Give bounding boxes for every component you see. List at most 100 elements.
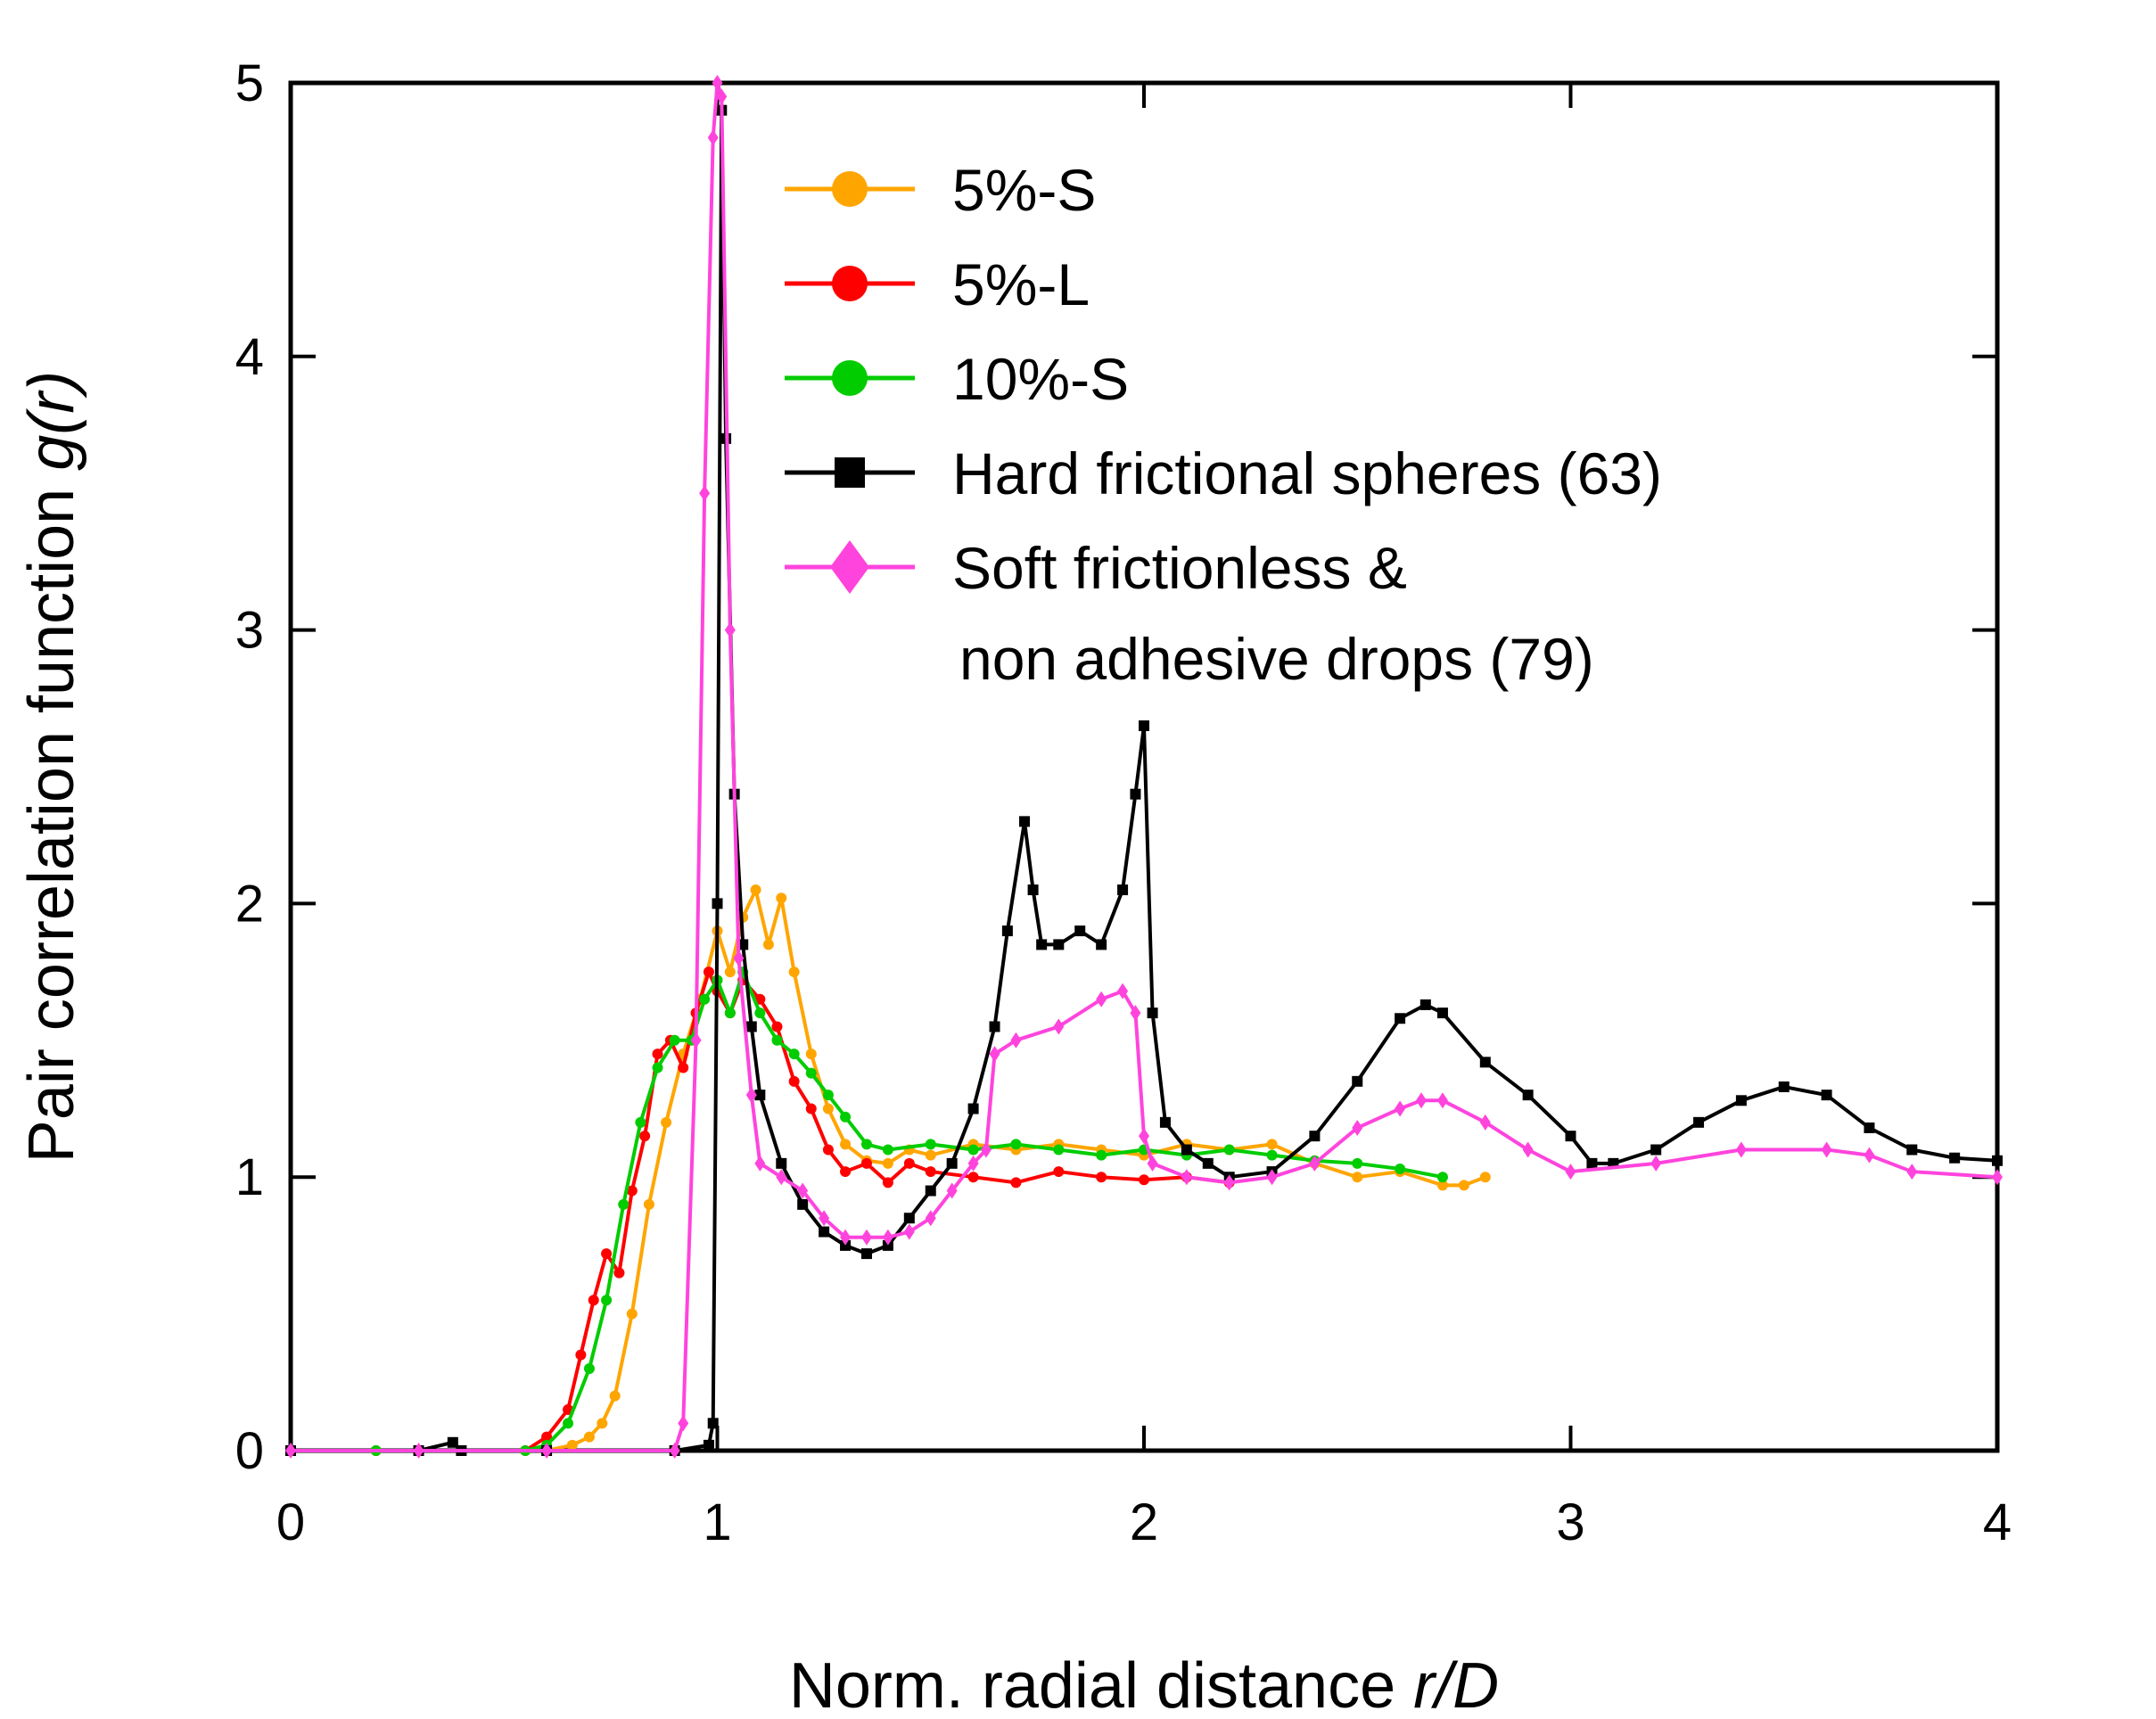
legend-item-5pct-s: 5%-S <box>785 157 1096 223</box>
data-point <box>1053 1018 1065 1035</box>
data-point <box>1096 1149 1107 1161</box>
data-point <box>1864 1147 1875 1164</box>
data-point <box>946 1157 958 1169</box>
data-point <box>1010 1032 1022 1049</box>
data-point <box>699 993 711 1005</box>
data-point <box>989 1021 1000 1032</box>
data-point <box>1001 925 1013 937</box>
data-point <box>1053 1166 1065 1178</box>
data-point <box>1139 1128 1149 1145</box>
data-point <box>882 1229 893 1246</box>
data-point <box>699 485 711 502</box>
series-line-hard-frictional-spheres-63 <box>291 108 1998 1452</box>
legend-label-5pct-s: 5%-S <box>952 157 1096 223</box>
data-point <box>882 1157 893 1169</box>
data-point <box>1522 1090 1534 1101</box>
data-point <box>1266 1149 1278 1161</box>
data-point <box>1147 1155 1158 1172</box>
data-point <box>1010 1177 1022 1188</box>
data-point <box>609 1390 621 1402</box>
data-point <box>819 1210 830 1227</box>
data-point <box>1010 1139 1022 1150</box>
data-point <box>1420 999 1431 1010</box>
data-point <box>1181 1144 1192 1156</box>
data-point <box>754 1008 766 1019</box>
data-point <box>563 1418 574 1429</box>
data-point <box>1395 1163 1406 1174</box>
y-tick-label: 0 <box>235 1422 264 1480</box>
data-point <box>733 950 745 966</box>
data-point <box>703 966 714 978</box>
data-point <box>1159 1116 1171 1128</box>
data-point <box>618 1198 630 1210</box>
data-point <box>541 1431 553 1443</box>
data-point <box>860 1248 872 1260</box>
y-axis-title: Pair correlation function g(r) <box>16 371 87 1163</box>
legend-item-hard-spheres: Hard frictional spheres (63) <box>785 440 1662 506</box>
legend-marker-hard-spheres <box>835 457 865 488</box>
data-point <box>1096 939 1107 950</box>
data-point <box>903 1157 915 1169</box>
data-point <box>1027 884 1039 896</box>
data-point <box>635 1116 646 1128</box>
series-line-10-s <box>291 970 1444 1452</box>
data-point <box>1130 1005 1141 1022</box>
legend-marker-soft-drops <box>830 540 869 594</box>
data-point <box>1352 1172 1363 1183</box>
data-point <box>669 1443 680 1459</box>
data-point <box>678 1415 689 1432</box>
series-line-5-s <box>291 888 1486 1452</box>
data-point <box>1352 1157 1363 1169</box>
y-tick-label: 5 <box>235 54 264 112</box>
data-point <box>1864 1122 1875 1133</box>
legend-marker-5pct-l <box>832 266 868 301</box>
data-point <box>754 1090 766 1101</box>
data-point <box>925 1185 936 1197</box>
data-point <box>678 1062 689 1073</box>
data-point <box>805 1067 817 1079</box>
data-point <box>903 1223 915 1240</box>
data-point <box>860 1157 872 1169</box>
data-point <box>1096 1172 1107 1183</box>
y-tick-label: 4 <box>235 328 264 386</box>
data-point <box>1019 816 1031 827</box>
y-axis-title-italic: g(r) <box>16 371 87 471</box>
data-point <box>776 892 787 904</box>
data-point <box>1735 1095 1747 1106</box>
data-point <box>967 1155 979 1172</box>
data-point <box>1436 1008 1448 1019</box>
data-point <box>1906 1144 1918 1156</box>
data-point <box>1821 1141 1832 1158</box>
y-tick-label: 2 <box>235 875 264 933</box>
x-tick-label: 3 <box>1556 1493 1584 1551</box>
data-point <box>797 1198 809 1210</box>
data-point <box>1223 1174 1235 1191</box>
data-point <box>1130 788 1141 800</box>
data-point <box>771 1021 783 1032</box>
data-point <box>1266 1169 1278 1186</box>
data-point <box>980 1141 992 1158</box>
data-point <box>1479 1114 1491 1131</box>
data-point <box>1053 939 1065 950</box>
data-point <box>712 75 723 91</box>
data-point <box>745 1087 757 1104</box>
data-point <box>285 1443 296 1459</box>
data-point <box>1650 1155 1662 1172</box>
data-point <box>626 1308 638 1320</box>
data-point <box>566 1439 578 1451</box>
x-tick-label: 1 <box>703 1493 731 1551</box>
data-point <box>925 1166 936 1178</box>
data-point <box>771 1034 783 1046</box>
series-line-5-l <box>291 970 1230 1452</box>
data-point <box>1096 991 1107 1008</box>
data-point <box>1458 1180 1469 1191</box>
data-point <box>1436 1180 1448 1191</box>
data-point <box>639 1131 651 1142</box>
legend-label-soft-drops: Soft frictionless & <box>952 535 1407 601</box>
series-soft-frictionless-non-adhesive-drops-79 <box>285 75 2003 1459</box>
data-point <box>597 1418 608 1429</box>
data-point <box>762 939 774 950</box>
data-point <box>1693 1116 1705 1128</box>
data-point <box>776 1157 787 1169</box>
legend-marker-10pct-s <box>832 360 868 396</box>
